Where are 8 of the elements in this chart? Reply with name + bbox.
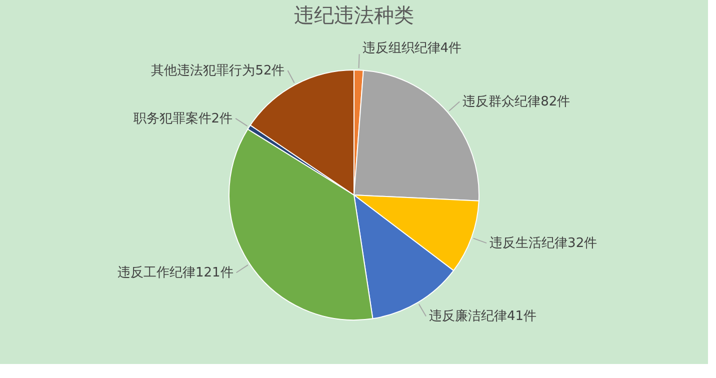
slice-label: 其他违法犯罪行为52件 bbox=[151, 64, 285, 79]
slice-label: 职务犯罪案件2件 bbox=[133, 110, 233, 126]
slice-label: 违反生活纪律32件 bbox=[490, 236, 598, 252]
slice-label: 违反组织纪律4件 bbox=[362, 41, 462, 56]
slice-label: 违反工作纪律121件 bbox=[117, 266, 234, 281]
chart-title: 违纪违法种类 bbox=[294, 3, 414, 27]
slice-label: 违反廉洁纪律41件 bbox=[429, 309, 537, 324]
slice-label: 违反群众纪律82件 bbox=[462, 94, 570, 110]
